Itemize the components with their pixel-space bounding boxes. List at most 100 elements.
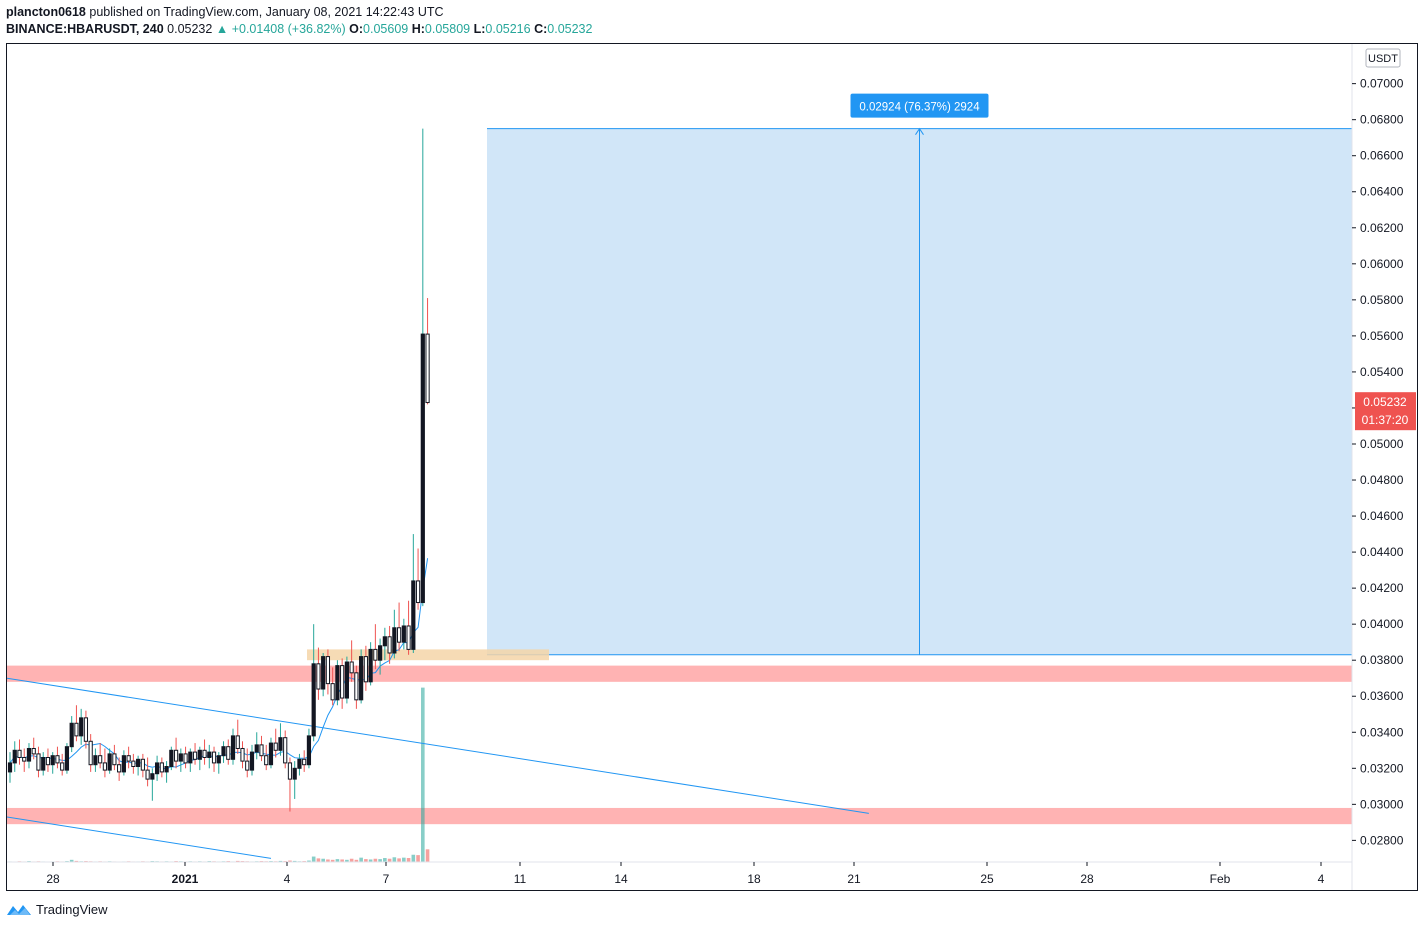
candle-body (340, 665, 345, 699)
y-tick-label: 0.05000 (1360, 437, 1404, 451)
x-tick-label: 4 (1318, 872, 1325, 886)
volume-bar (387, 858, 392, 862)
volume-bar (326, 859, 330, 862)
x-tick-label: 28 (1080, 872, 1094, 886)
y-tick-label: 0.03400 (1360, 725, 1404, 739)
candle-body (145, 769, 150, 780)
candle-body (330, 683, 335, 701)
y-tick-label: 0.06800 (1360, 113, 1404, 127)
y-tick-label: 0.07000 (1360, 77, 1404, 91)
candle-body (197, 749, 202, 760)
candle-body (202, 749, 207, 758)
candle-body (268, 742, 274, 766)
current-price-label: 0.05232 (1363, 395, 1407, 409)
volume-bar (74, 860, 79, 862)
candle-body (50, 755, 55, 766)
chart-frame[interactable]: 0.02924 (76.37%) 2924 0.02800 0.03000 0.032… (6, 43, 1418, 891)
volume-bar (397, 858, 401, 862)
candle-body (325, 656, 331, 685)
candle-body (136, 758, 141, 768)
symbol-name[interactable]: BINANCE:HBARUSDT, 240 (6, 22, 164, 36)
candle-body (240, 747, 245, 762)
publish-date: published on TradingView.com, January 08… (89, 5, 444, 19)
close-value: 0.05232 (547, 22, 593, 36)
candle-body (107, 753, 112, 771)
footer-brand[interactable]: TradingView (6, 902, 108, 917)
x-tick-label: 11 (514, 872, 527, 886)
candle-body (216, 755, 221, 764)
volume-bar (383, 858, 387, 862)
y-tick-label: 0.05600 (1360, 329, 1404, 343)
low-value: 0.05216 (485, 22, 531, 36)
candle-body (316, 663, 321, 690)
candle-body (192, 751, 198, 760)
candle-body (278, 737, 283, 751)
currency-label: USDT (1368, 53, 1398, 65)
candle-body (169, 749, 174, 768)
candle-body (406, 625, 411, 650)
x-tick-label: 25 (980, 872, 994, 886)
candlestick-chart[interactable]: 0.02924 (76.37%) 2924 0.02800 0.03000 0.032… (7, 44, 1417, 890)
candle-body (7, 762, 13, 773)
volume-bar (69, 859, 74, 862)
volume-bar (311, 856, 316, 862)
candle-body (311, 663, 316, 737)
candle-body (183, 753, 188, 764)
y-tick-label: 0.03600 (1360, 689, 1404, 703)
measure-label-box (850, 93, 989, 118)
candle-body (55, 755, 60, 764)
volume-bar (364, 859, 368, 862)
candle-body (306, 735, 312, 766)
x-tick-label: 7 (383, 872, 390, 886)
y-tick-label: 0.06400 (1360, 185, 1404, 199)
candle-body (387, 636, 392, 654)
candle-body (98, 755, 103, 764)
current-price-tag (1355, 392, 1416, 431)
price-change: +0.01408 (+36.82%) (231, 22, 346, 36)
candle-body (344, 661, 349, 699)
candle-body (283, 737, 288, 764)
candle-body (93, 755, 98, 766)
candle-body (354, 672, 359, 701)
y-tick-label: 0.03000 (1360, 797, 1404, 811)
candle-body (349, 661, 354, 674)
candle-body (36, 753, 41, 771)
volume-bar (378, 859, 382, 862)
candle-body (164, 766, 169, 773)
volume-bar (345, 859, 349, 862)
candle-body (359, 656, 364, 701)
volume-bar (307, 860, 311, 862)
x-tick-label: 21 (847, 872, 861, 886)
brand-name: TradingView (36, 902, 108, 917)
candle-body (31, 747, 36, 755)
author-name[interactable]: plancton0618 (6, 5, 86, 19)
candle-body (154, 762, 160, 775)
y-tick-label: 0.04200 (1360, 581, 1404, 595)
candle-body (273, 742, 278, 751)
candle-body (302, 758, 307, 766)
volume-bar (359, 857, 363, 862)
last-price: 0.05232 (167, 22, 213, 36)
candle-body (297, 758, 302, 769)
high-label: H: (411, 22, 425, 36)
candle-body (373, 648, 378, 661)
candle-body (150, 773, 155, 780)
x-tick-label: 18 (747, 872, 761, 886)
open-label: O: (349, 22, 364, 36)
publish-info: plancton0618 published on TradingView.co… (6, 5, 444, 19)
candle-body (112, 753, 117, 766)
x-tick-label: Feb (1210, 872, 1231, 886)
candle-body (17, 749, 22, 758)
candle-body (411, 580, 416, 650)
candle-body (22, 756, 27, 762)
volume-bar (330, 859, 335, 862)
volume-bar (235, 860, 240, 862)
candle-body (396, 627, 402, 643)
candle-body (321, 656, 326, 690)
candle-body (335, 665, 340, 701)
candle-body (60, 762, 65, 771)
candle-body (415, 580, 421, 604)
currency-button (1365, 48, 1401, 68)
y-tick-label: 0.04800 (1360, 473, 1404, 487)
volume-bar (402, 857, 406, 862)
